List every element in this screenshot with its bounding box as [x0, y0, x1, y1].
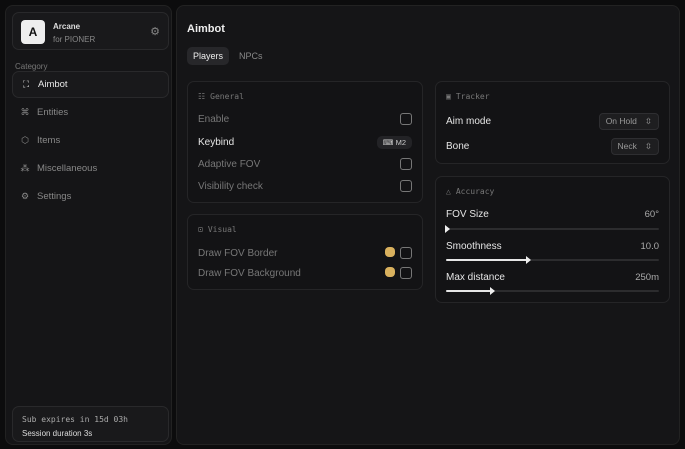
aim-mode-row: Aim mode On Hold ⇳ — [446, 112, 659, 130]
slider-thumb[interactable] — [525, 256, 531, 264]
visibility-row: Visibility check — [198, 178, 412, 194]
sub-expiry: Sub expires in 15d 03h — [22, 415, 128, 424]
sidebar-item-label: Items — [37, 135, 61, 146]
brand-subtitle: for PIONER — [53, 35, 96, 44]
visual-card: ⊡ Visual Draw FOV Border Draw FOV Backgro… — [187, 214, 423, 290]
sidebar-item-label: Miscellaneous — [37, 163, 98, 174]
slider-thumb[interactable] — [445, 225, 450, 233]
page-title: Aimbot — [187, 23, 225, 35]
bone-select[interactable]: Neck ⇳ — [610, 137, 659, 155]
value: 10.0 — [640, 240, 660, 252]
sidebar-item-entities[interactable]: ⌘ Entities — [12, 99, 169, 126]
select-value: Neck — [617, 140, 637, 151]
tab-players[interactable]: Players — [187, 47, 230, 65]
value: 250m — [635, 271, 659, 283]
fov-border-checkbox[interactable] — [400, 247, 412, 259]
label: Visibility check — [198, 180, 263, 192]
brand-card: A Arcane for PIONER ⚙ — [12, 12, 169, 50]
gear-icon[interactable]: ⚙ — [150, 26, 160, 38]
sidebar-item-miscellaneous[interactable]: ⁂ Miscellaneous — [12, 155, 169, 182]
keybind-button[interactable]: ⌨ M2 — [376, 135, 412, 149]
adaptive-row: Adaptive FOV — [198, 156, 412, 172]
bone-row: Bone Neck ⇳ — [446, 137, 659, 155]
visual-icon: ⊡ — [198, 225, 203, 234]
color-swatch[interactable] — [385, 247, 395, 257]
main-panel: Aimbot Players NPCs ☷ General Enable Keyb… — [176, 5, 680, 445]
sidebar-item-label: Settings — [37, 191, 72, 202]
fov-background-row: Draw FOV Background — [198, 265, 412, 281]
category-label: Category — [15, 62, 48, 71]
subscription-card: Sub expires in 15d 03h Session duration … — [12, 406, 169, 442]
brand-name: Arcane — [53, 22, 81, 31]
fov-size-slider[interactable] — [445, 225, 659, 233]
crosshair-icon: ⛶ — [22, 79, 30, 89]
sidebar-item-settings[interactable]: ⚙ Settings — [12, 183, 169, 210]
logo: A — [21, 20, 45, 44]
keyboard-icon: ⌨ — [382, 137, 396, 147]
triangle-icon: △ — [446, 187, 451, 196]
card-title: Tracker — [455, 92, 490, 101]
max-distance-slider[interactable] — [446, 287, 659, 295]
slider-thumb[interactable] — [489, 287, 495, 295]
cube-icon: ⬡ — [21, 135, 29, 145]
gear-icon: ⚙ — [20, 191, 30, 201]
sidebar-item-label: Entities — [37, 107, 69, 118]
grid-icon: ☷ — [198, 92, 206, 101]
enable-checkbox[interactable] — [400, 113, 412, 125]
slider-fill — [446, 290, 491, 292]
value: 60° — [644, 208, 659, 220]
tracker-card: ▣ Tracker Aim mode On Hold ⇳ Bone Neck ⇳ — [435, 81, 670, 164]
fov-background-checkbox[interactable] — [400, 267, 412, 279]
label: Draw FOV Border — [198, 247, 278, 259]
fov-border-row: Draw FOV Border — [198, 245, 412, 261]
sidebar-item-aimbot[interactable]: ⛶ Aimbot — [12, 71, 169, 98]
label: Adaptive FOV — [198, 158, 261, 170]
max-distance-row: Max distance 250m — [446, 269, 659, 285]
label: FOV Size — [446, 208, 489, 220]
label: Aim mode — [446, 115, 492, 127]
sidebar-item-label: Aimbot — [38, 79, 68, 90]
adaptive-fov-checkbox[interactable] — [400, 158, 412, 170]
card-title: General — [210, 92, 244, 101]
aim-mode-select[interactable]: On Hold ⇳ — [598, 112, 659, 130]
enable-row: Enable — [198, 111, 412, 127]
label: Draw FOV Background — [198, 267, 301, 279]
entities-icon: ⌘ — [20, 107, 30, 117]
card-title: Accuracy — [455, 187, 495, 196]
tracker-icon: ▣ — [446, 92, 451, 101]
select-icon: ⇳ — [644, 140, 652, 151]
sidebar-item-items[interactable]: ⬡ Items — [12, 127, 169, 154]
visibility-check-checkbox[interactable] — [400, 180, 412, 192]
accuracy-card: △ Accuracy FOV Size 60° Smoothness 10.0 Max… — [435, 176, 670, 303]
general-card: ☷ General Enable Keybind ⌨ M2 Adaptive FOV… — [187, 81, 423, 203]
slider-fill — [446, 259, 527, 261]
select-icon: ⇳ — [644, 115, 652, 126]
sidebar: A Arcane for PIONER ⚙ Category ⛶ Aimbot ⌘… — [5, 5, 172, 445]
keybind-row: Keybind ⌨ M2 — [198, 134, 412, 150]
misc-icon: ⁂ — [20, 163, 30, 173]
label: Bone — [446, 140, 470, 152]
label: Smoothness — [446, 240, 502, 252]
session-duration: Session duration 3s — [22, 429, 93, 438]
smoothness-slider[interactable] — [446, 256, 659, 264]
fov-size-row: FOV Size 60° — [446, 206, 659, 222]
label: Keybind — [198, 136, 235, 148]
select-value: On Hold — [605, 115, 637, 126]
label: Enable — [198, 113, 230, 125]
tabs: Players NPCs — [187, 47, 269, 65]
label: Max distance — [446, 271, 505, 283]
tab-npcs[interactable]: NPCs — [239, 51, 263, 61]
keybind-value: M2 — [395, 137, 406, 147]
smoothness-row: Smoothness 10.0 — [446, 238, 659, 254]
card-title: Visual — [207, 225, 237, 234]
color-swatch[interactable] — [385, 267, 395, 277]
